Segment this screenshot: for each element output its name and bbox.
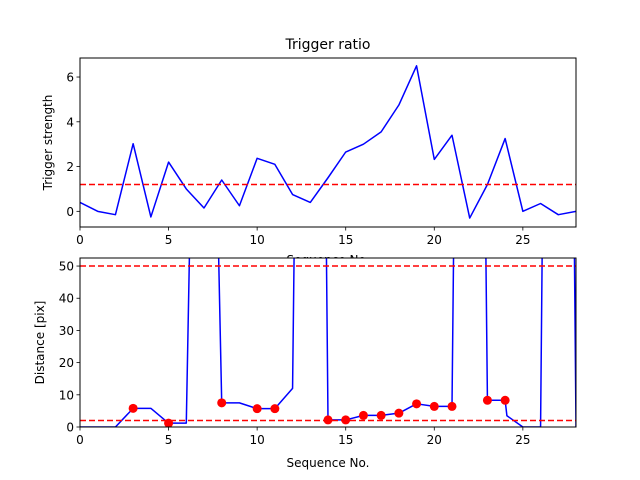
trigger-ytick-label: 2 — [66, 160, 74, 174]
trigger-xtick-label: 20 — [427, 233, 442, 247]
trigger-xtick-label: 0 — [76, 233, 84, 247]
distance-marker-point — [412, 399, 422, 409]
distance-marker-point — [128, 403, 138, 413]
distance-chart-xlabel: Sequence No. — [287, 456, 370, 470]
distance-plot-area — [80, 258, 576, 427]
trigger-xtick-label: 15 — [338, 233, 353, 247]
distance-marker-point — [217, 398, 227, 408]
trigger-xtick-label: 25 — [515, 233, 530, 247]
distance-xtick-label: 15 — [338, 433, 353, 447]
trigger-chart: Trigger ratio Trigger strength 0 5 10 15 20 2… — [41, 37, 577, 267]
trigger-chart-title: Trigger ratio — [284, 37, 370, 53]
distance-ytick-label: 30 — [59, 324, 74, 338]
distance-marker-point — [341, 415, 351, 425]
trigger-chart-ylabel: Trigger strength — [41, 95, 55, 192]
distance-ytick-label: 10 — [59, 388, 74, 402]
distance-marker-point — [482, 395, 492, 405]
distance-marker-point — [164, 418, 174, 427]
distance-marker-point — [252, 404, 262, 414]
distance-marker-point — [323, 415, 333, 425]
distance-xtick-label: 10 — [250, 433, 265, 447]
trigger-ytick-label: 4 — [66, 115, 74, 129]
distance-xtick-label: 0 — [76, 433, 84, 447]
distance-chart-ticks: 0 5 10 15 20 25 0 10 20 30 40 50 — [59, 260, 531, 447]
trigger-plot-area — [80, 65, 576, 219]
trigger-xtick-label: 5 — [165, 233, 173, 247]
distance-ytick-label: 20 — [59, 356, 74, 370]
distance-marker-point — [429, 401, 439, 411]
distance-chart-frame — [79, 257, 577, 428]
distance-ytick-label: 0 — [66, 421, 74, 435]
distance-xtick-label: 20 — [427, 433, 442, 447]
distance-xtick-label: 25 — [515, 433, 530, 447]
distance-marker-point — [447, 401, 457, 411]
trigger-ytick-label: 0 — [66, 205, 74, 219]
distance-marker-point — [358, 410, 368, 420]
trigger-chart-frame — [79, 57, 577, 228]
distance-marker-point — [270, 404, 280, 414]
trigger-series-line — [80, 65, 576, 219]
distance-marker-point — [500, 395, 510, 405]
distance-xtick-label: 5 — [165, 433, 173, 447]
trigger-clip-group — [80, 65, 576, 219]
trigger-xtick-label: 10 — [250, 233, 265, 247]
trigger-ytick-label: 6 — [66, 71, 74, 85]
distance-clip-group — [80, 258, 576, 427]
distance-marker-point — [394, 408, 404, 418]
distance-chart: Distance [pix] 0 5 10 15 20 25 0 10 20 30 40 50 Seq… — [33, 257, 577, 470]
distance-ytick-label: 50 — [59, 260, 74, 274]
distance-chart-ylabel: Distance [pix] — [33, 301, 47, 385]
distance-marker-point — [376, 410, 386, 420]
trigger-chart-ticks: 0 5 10 15 20 25 0 2 4 6 — [66, 71, 530, 247]
distance-ytick-label: 40 — [59, 292, 74, 306]
